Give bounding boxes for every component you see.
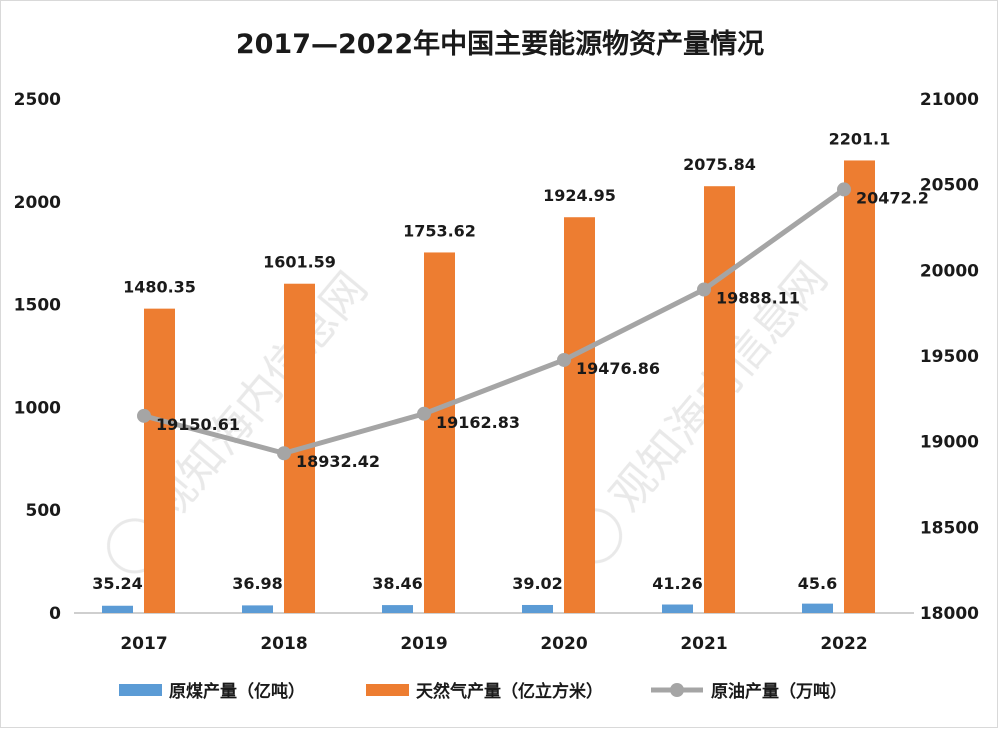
gas-data-label: 1753.62 — [403, 221, 476, 240]
coal-data-label: 41.26 — [652, 574, 703, 593]
legend-label: 天然气产量（亿立方米） — [416, 681, 603, 702]
coal-bar — [102, 605, 133, 613]
coal-bar — [382, 605, 413, 613]
left-tick-label: 0 — [49, 604, 61, 624]
gas-bar — [704, 186, 735, 614]
legend-label: 原煤产量（亿吨） — [169, 681, 305, 702]
coal-data-label: 45.6 — [798, 574, 837, 593]
line-series — [137, 182, 851, 461]
legend-label: 原油产量（万吨） — [711, 681, 847, 702]
left-tick-label: 2500 — [14, 90, 61, 110]
x-tick-label: 2019 — [400, 634, 447, 654]
x-tick-label: 2022 — [820, 634, 867, 654]
oil-point — [837, 182, 851, 197]
right-tick-label: 21000 — [920, 90, 979, 110]
coal-bar — [242, 605, 273, 613]
coal-bar — [522, 604, 553, 613]
oil-data-label: 19162.83 — [436, 413, 520, 432]
oil-data-label: 18932.42 — [296, 452, 380, 471]
coal-bar — [802, 603, 833, 613]
right-tick-label: 18500 — [920, 518, 979, 538]
legend-marker — [670, 683, 684, 697]
oil-data-label: 20472.2 — [856, 188, 929, 207]
x-axis: 2017 2018 2019 2020 2021 2022 — [120, 634, 867, 654]
oil-point — [417, 406, 431, 421]
coal-data-label: 38.46 — [372, 574, 423, 593]
right-tick-label: 18000 — [920, 604, 979, 624]
legend-item: 原煤产量（亿吨） — [119, 681, 305, 702]
gas-bar — [844, 160, 875, 613]
x-tick-label: 2020 — [540, 634, 587, 654]
gas-data-label: 1601.59 — [263, 253, 336, 272]
right-tick-label: 20500 — [920, 176, 979, 196]
oil-point — [557, 352, 571, 367]
legend-item: 天然气产量（亿立方米） — [366, 681, 603, 702]
coal-data-label: 39.02 — [512, 574, 563, 593]
oil-data-label: 19888.11 — [716, 289, 800, 308]
x-tick-label: 2017 — [120, 634, 167, 654]
gas-data-label: 2201.1 — [829, 129, 891, 148]
oil-point — [137, 408, 151, 423]
right-tick-label: 19500 — [920, 347, 979, 367]
x-tick-label: 2021 — [680, 634, 727, 654]
gas-bar — [144, 308, 175, 613]
right-tick-label: 20000 — [920, 261, 979, 281]
x-tick-label: 2018 — [260, 634, 307, 654]
gas-data-label: 1480.35 — [123, 278, 196, 297]
oil-point — [277, 446, 291, 461]
right-y-axis: 18000 18500 19000 19500 20000 20500 21000 — [920, 90, 979, 624]
legend: 原煤产量（亿吨） 天然气产量（亿立方米） 原油产量（万吨） — [119, 681, 847, 702]
left-y-axis: 0 500 1000 1500 2000 2500 — [14, 90, 61, 624]
legend-swatch — [366, 684, 409, 696]
oil-data-label: 19150.61 — [156, 415, 240, 434]
bar-series — [102, 160, 875, 614]
oil-point — [697, 282, 711, 297]
left-tick-label: 500 — [26, 501, 62, 521]
right-tick-label: 19000 — [920, 433, 979, 453]
coal-bar — [662, 604, 693, 613]
coal-data-label: 36.98 — [232, 574, 283, 593]
gas-bar — [424, 252, 455, 613]
left-tick-label: 2000 — [14, 193, 61, 213]
data-labels: 35.24 36.98 38.46 39.02 41.26 45.6 1480.35 1601… — [92, 129, 929, 593]
coal-data-label: 35.24 — [92, 574, 143, 593]
left-tick-label: 1500 — [14, 296, 61, 316]
left-tick-label: 1000 — [14, 398, 61, 418]
legend-swatch — [119, 684, 162, 696]
chart-title: 2017—2022年中国主要能源物资产量情况 — [236, 28, 764, 60]
legend-item: 原油产量（万吨） — [651, 681, 847, 702]
watermark-text: 观知海内信息网 — [140, 263, 377, 532]
gas-bar — [564, 217, 595, 613]
gas-data-label: 2075.84 — [683, 155, 756, 174]
gas-data-label: 1924.95 — [543, 186, 616, 205]
oil-data-label: 19476.86 — [576, 359, 660, 378]
oil-line — [143, 187, 846, 456]
